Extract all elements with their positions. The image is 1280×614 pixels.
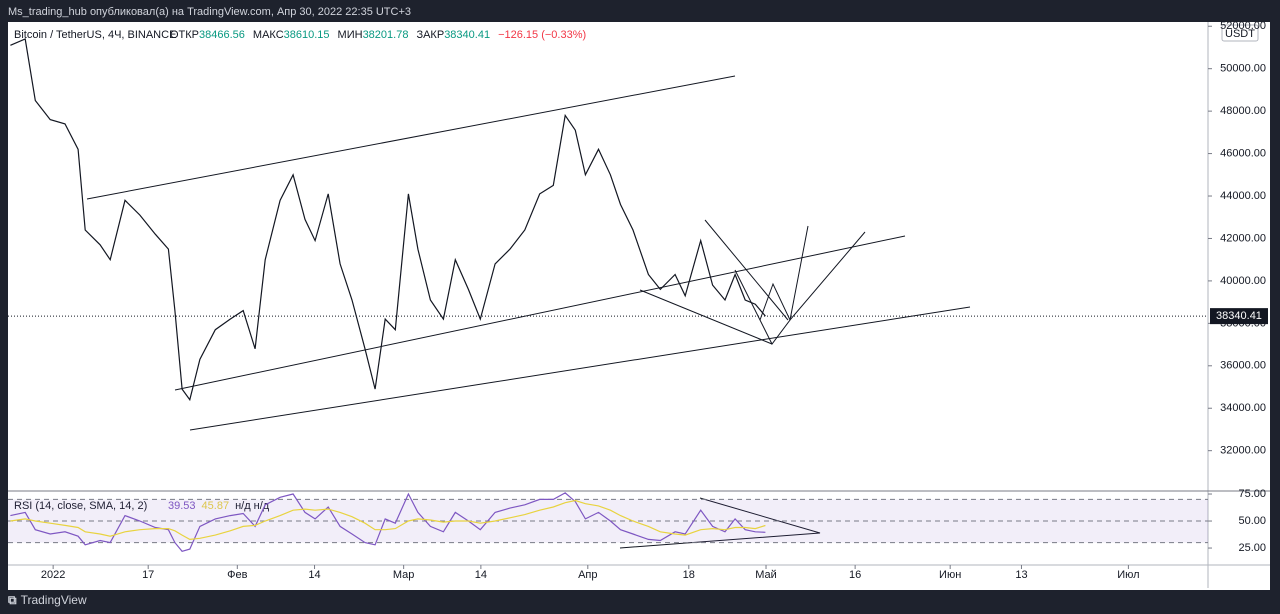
chart-background (8, 22, 1270, 590)
currency-box (1221, 24, 1259, 42)
trend-line (639, 289, 773, 345)
x-tick-label: 18 (683, 569, 695, 581)
y-tick-label: 52000.00 (1220, 20, 1266, 32)
series-line (10, 492, 766, 552)
y-tick-label: 75.00 (1238, 488, 1266, 500)
x-tick-label: 16 (849, 569, 861, 581)
x-tick-label: Июл (1117, 569, 1139, 581)
trend-line (86, 75, 736, 200)
ohlc-label: МАКС (253, 29, 284, 41)
y-tick-label: 46000.00 (1220, 147, 1266, 159)
symbol: Bitcoin / TetherUS, 4Ч, BINANCE (14, 29, 176, 41)
trend-line (174, 235, 906, 391)
last-price-tag (1210, 308, 1268, 325)
indicator-status: н/д н/д (235, 500, 270, 512)
ohlc-label: ОТКР (170, 29, 199, 41)
x-tick-label: Апр (578, 569, 597, 581)
y-tick-label: 48000.00 (1220, 105, 1266, 117)
series-line (10, 499, 766, 541)
indicator-readings: 39.53 45.87 н/д н/д (168, 500, 270, 512)
publisher: Ms_trading_hub опубликовал(а) на Trading… (8, 6, 412, 18)
ohlc: ОТКР38466.56 МАКС38610.15 МИН38201.78 ЗАКР3… (170, 29, 586, 41)
series-line (10, 38, 766, 402)
indicator-reading: 45.87 (202, 500, 230, 512)
ohlc-value: 38610.15 (284, 29, 330, 41)
x-tick-label: 17 (142, 569, 154, 581)
currency: USDT (1225, 28, 1255, 40)
chart: Bitcoin / TetherUS, 4Ч, BINANCE ОТКР3846… (8, 20, 1270, 590)
last-price-label: 38340.41 (1216, 310, 1262, 322)
ohlc-value: 38340.41 (444, 29, 490, 41)
x-tick-label: Мар (393, 569, 415, 581)
x-tick-label: 14 (308, 569, 320, 581)
y-tick-label: 42000.00 (1220, 232, 1266, 244)
indicator-title: RSI (14, close, SMA, 14, 2) (14, 500, 147, 512)
x-tick-label: Июн (939, 569, 961, 581)
x-tick-label: 2022 (41, 569, 65, 581)
trend-line (704, 219, 789, 321)
x-tick-label: Май (755, 569, 777, 581)
brand: ⧉ TradingView (8, 593, 87, 607)
indicator-reading: 39.53 (168, 500, 196, 512)
y-tick-label: 44000.00 (1220, 190, 1266, 202)
y-tick-label: 50.00 (1238, 515, 1266, 527)
y-tick-label: 40000.00 (1220, 275, 1266, 287)
change: −126.15 (−0.33%) (498, 29, 586, 41)
y-tick-label: 36000.00 (1220, 360, 1266, 372)
x-tick-label: 14 (475, 569, 487, 581)
y-tick-label: 25.00 (1238, 542, 1266, 554)
ohlc-value: 38466.56 (199, 29, 245, 41)
y-tick-label: 50000.00 (1220, 63, 1266, 75)
x-tick-label: 13 (1015, 569, 1027, 581)
trend-line (189, 306, 971, 431)
y-tick-label: 32000.00 (1220, 445, 1266, 457)
projection (734, 225, 809, 345)
y-tick-label: 34000.00 (1220, 402, 1266, 414)
brand-name: TradingView (20, 593, 87, 607)
x-tick-label: Фев (227, 569, 247, 581)
ohlc-value: 38201.78 (363, 29, 409, 41)
ohlc-label: ЗАКР (416, 29, 444, 41)
projection (759, 231, 866, 321)
ohlc-label: МИН (338, 29, 363, 41)
